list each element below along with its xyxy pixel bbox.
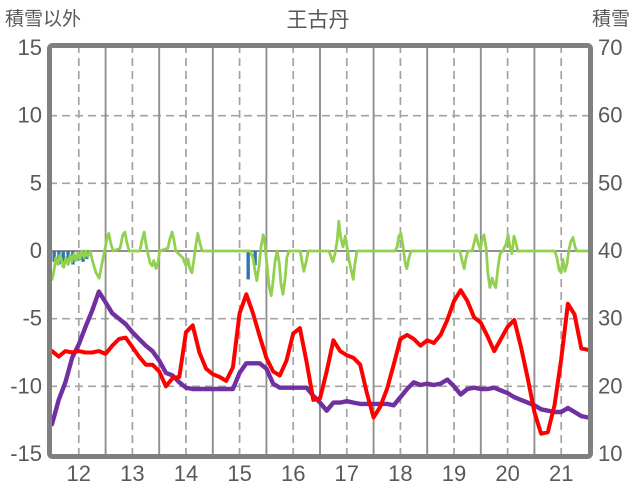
chart-title: 王古丹 [286,9,350,32]
x-axis-tick-label: 17 [335,461,359,486]
right-axis-tick-label: 70 [598,35,622,60]
left-axis-tick-label: -10 [10,373,42,398]
precip-bar [66,251,70,264]
precip-bar [61,251,65,268]
right-axis-tick-label: 20 [598,373,622,398]
right-axis-tick-label: 60 [598,103,622,128]
x-axis-tick-label: 18 [388,461,412,486]
purple-line [50,289,590,427]
left-axis-tick-label: 10 [18,103,42,128]
x-axis-tick-label: 16 [281,461,305,486]
red-line [50,288,590,436]
plot-border [47,43,593,459]
x-axis-tick-label: 13 [120,461,144,486]
right-axis-tick-label: 50 [598,170,622,195]
x-axis-tick-label: 20 [495,461,519,486]
right-axis-tick-label: 10 [598,441,622,466]
right-axis-tick-label: 40 [598,238,622,263]
left-axis-tick-label: -5 [22,306,42,331]
right-axis-tick-label: 30 [598,306,622,331]
right-axis-title: 積雪 [591,9,630,30]
left-axis-tick-label: -15 [10,441,42,466]
x-axis-tick-label: 12 [67,461,91,486]
left-axis-tick-label: 15 [18,35,42,60]
x-axis-tick-label: 21 [549,461,573,486]
x-axis-tick-label: 15 [227,461,251,486]
precip-bar [246,251,250,280]
left-axis-tick-label: 5 [30,170,42,195]
x-axis-tick-label: 14 [174,461,198,486]
left-axis-title: 積雪以外 [5,9,82,30]
left-axis-tick-label: 0 [30,238,42,263]
green-line [50,219,590,298]
precip-bar [52,251,56,262]
x-axis-tick-label: 19 [442,461,466,486]
precip-bar [253,251,257,266]
